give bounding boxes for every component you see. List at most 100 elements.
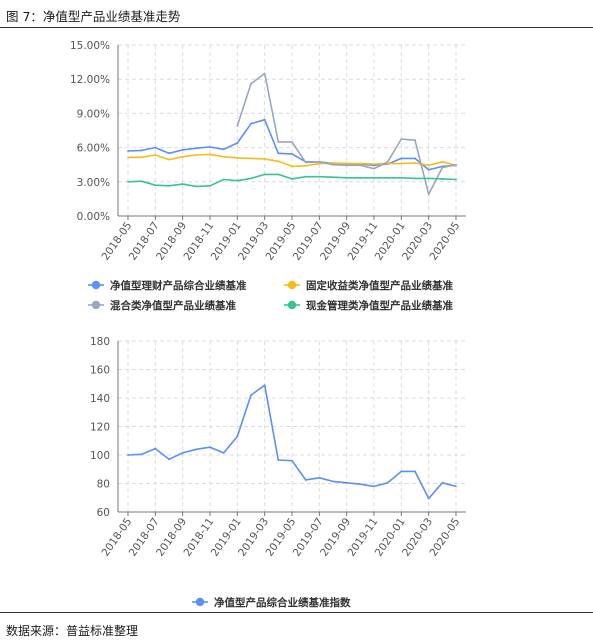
legend-label: 现金管理类净值型产品业绩基准 [306, 299, 453, 312]
legend-label: 净值型产品综合业绩基准指数 [214, 596, 351, 609]
y-tick-label: 6.00% [77, 143, 110, 155]
data-point [154, 447, 157, 450]
legend-label: 固定收益类净值型产品业绩基准 [306, 279, 453, 292]
legend-item[interactable]: 净值型产品综合业绩基准指数 [192, 596, 351, 609]
top-divider [0, 27, 593, 28]
data-point [427, 497, 430, 500]
data-point [154, 146, 157, 149]
data-point [263, 384, 266, 387]
data-point [345, 164, 348, 167]
y-tick-label: 9.00% [77, 108, 110, 120]
data-point [359, 162, 362, 165]
data-point [236, 142, 239, 144]
data-point [291, 178, 293, 180]
legend-item[interactable]: 净值型理财产品综合业绩基准 [88, 279, 247, 292]
data-point [277, 173, 280, 176]
data-point [291, 459, 293, 462]
data-point [263, 72, 266, 75]
data-point [318, 160, 321, 163]
data-point [250, 157, 252, 160]
series-1 [127, 384, 457, 500]
data-point [209, 446, 211, 449]
data-point [386, 176, 389, 179]
legend-marker [287, 300, 297, 310]
y-tick-label: 160 [90, 365, 110, 377]
data-point [400, 470, 403, 473]
data-point [209, 146, 211, 148]
data-point [359, 483, 362, 486]
data-point [455, 163, 457, 166]
bottom-divider [0, 612, 593, 613]
data-point [332, 176, 334, 179]
data-point [400, 157, 403, 160]
source-note: 数据来源：普益标准整理 [6, 624, 139, 638]
data-point [441, 166, 444, 169]
data-point [168, 458, 170, 461]
data-point [277, 152, 280, 155]
legend-item[interactable]: 现金管理类净值型产品业绩基准 [284, 299, 453, 312]
data-point [318, 162, 321, 165]
legend-marker [287, 280, 297, 290]
data-point [291, 165, 293, 168]
bottom-line-chart: 60801001201401601802018-052018-072018-09… [90, 336, 466, 609]
series-3 [236, 72, 457, 196]
data-point [140, 453, 143, 456]
data-point [236, 435, 239, 438]
data-point [414, 177, 416, 180]
y-tick-label: 120 [90, 422, 110, 434]
data-point [250, 177, 252, 180]
legend-label: 净值型理财产品综合业绩基准 [110, 279, 247, 292]
data-point [250, 394, 252, 397]
data-point [222, 148, 225, 151]
data-point [441, 481, 444, 484]
series-4 [127, 173, 457, 188]
data-point [168, 158, 170, 161]
data-point [373, 485, 375, 488]
data-point [359, 164, 362, 167]
data-point [195, 154, 198, 156]
data-point [277, 160, 280, 163]
y-tick-label: 80 [97, 479, 110, 491]
data-point [222, 451, 225, 454]
data-point [345, 176, 348, 179]
legend-marker [91, 280, 101, 290]
data-point [236, 179, 239, 182]
data-point [427, 177, 430, 180]
data-point [345, 481, 348, 484]
legend-item[interactable]: 固定收益类净值型产品业绩基准 [284, 279, 453, 292]
data-point [127, 156, 129, 159]
y-tick-label: 100 [90, 450, 110, 462]
data-point [304, 175, 307, 178]
legend-item[interactable]: 混合类净值型产品业绩基准 [88, 299, 236, 312]
top-line-chart: 0.00%3.00%6.00%9.00%12.00%15.00%2018-052… [70, 40, 466, 312]
data-point [427, 168, 430, 171]
data-point [414, 162, 416, 164]
data-point [263, 118, 266, 121]
data-point [209, 153, 211, 156]
data-point [386, 162, 389, 165]
data-point [250, 122, 252, 125]
data-point [154, 154, 157, 156]
data-point [181, 155, 184, 158]
data-point [127, 150, 129, 152]
data-point [427, 193, 430, 196]
y-tick-label: 140 [90, 393, 110, 405]
data-point [359, 176, 362, 179]
data-point [332, 162, 334, 164]
data-point [195, 448, 198, 451]
y-tick-label: 12.00% [70, 74, 110, 86]
data-point [332, 163, 334, 166]
data-point [345, 162, 348, 165]
data-point [291, 152, 293, 155]
data-point [140, 149, 143, 152]
data-point [168, 152, 170, 155]
data-point [168, 184, 170, 187]
data-point [127, 180, 129, 183]
data-point [222, 178, 225, 181]
data-point [140, 156, 143, 159]
legend-marker [91, 300, 101, 310]
y-tick-label: 180 [90, 336, 110, 348]
data-point [441, 160, 444, 163]
data-point [181, 183, 184, 185]
data-point [455, 178, 457, 181]
